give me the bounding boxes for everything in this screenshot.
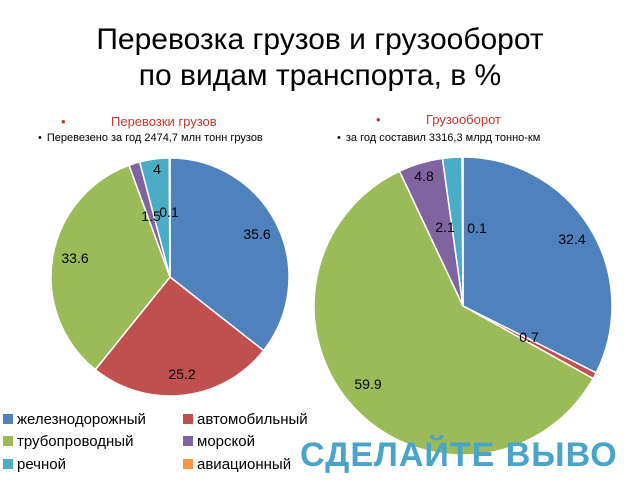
pie0-slice-automobile [94, 275, 265, 397]
pie0-slice-aviation [168, 157, 171, 278]
pie1-label-railway: 32.4 [558, 231, 585, 247]
legend-swatch-railway [3, 414, 13, 424]
legend-swatch-pipeline [3, 436, 13, 446]
pie0-slice-pipeline [50, 164, 171, 371]
legend-swatch-river [3, 459, 13, 469]
title-line-1: Перевозка грузов и грузооборот [96, 23, 544, 56]
legend-item-automobile: автомобильный [183, 411, 308, 429]
pie0-slice-railway [169, 157, 290, 352]
pie-chart-turnover: 32.4 0.7 59.9 4.8 2.1 0.1 [313, 156, 613, 456]
pie0-label-river: 4 [153, 161, 161, 177]
left-chart-subtitle: Перевезено за год 2474,7 млн тонн грузов [46, 132, 263, 144]
pie0-label-railway: 35.6 [243, 226, 270, 242]
bullet-icon: • [376, 112, 381, 127]
pie1-slice-railway [462, 156, 613, 374]
bullet-icon: • [38, 132, 42, 144]
left-chart-subheading: • Перевезено за год 2474,7 млн тонн грузо… [38, 132, 263, 144]
pie1-slice-aviation [461, 156, 464, 307]
title-line-2: по видам транспорта, в % [138, 59, 502, 92]
right-chart-title: Грузооборот [426, 112, 501, 127]
pie1-label-river: 2.1 [435, 219, 455, 235]
legend-label-sea: морской [197, 433, 255, 450]
right-chart-subheading: • за год составил 3316,3 млрд тонно-км [337, 132, 540, 144]
pie0-label-sea: 1.5 [141, 208, 161, 224]
legend-label-river: речной [17, 456, 67, 473]
chart-title: Перевозка грузов и грузооборот по видам … [0, 22, 640, 94]
legend-label-railway: железнодорожный [17, 411, 146, 428]
legend-item-pipeline: трубопроводный [3, 433, 133, 451]
pie-chart-cargo: 35.6 25.2 33.6 1.5 4 0.1 [50, 157, 290, 397]
legend-label-automobile: автомобильный [197, 411, 308, 428]
pie1-label-pipeline: 59.9 [354, 376, 381, 392]
pie0-label-automobile: 25.2 [168, 366, 195, 382]
right-chart-subtitle: за год составил 3316,3 млрд тонно-км [345, 132, 541, 144]
legend-swatch-automobile [183, 414, 193, 424]
bullet-icon: • [61, 114, 66, 129]
left-chart-title: Перевозки грузов [111, 114, 217, 129]
legend-label-pipeline: трубопроводный [17, 433, 134, 450]
bullet-icon: • [337, 132, 341, 144]
pie1-slice-pipeline [313, 170, 595, 456]
legend-item-aviation: авиационный [183, 456, 291, 474]
legend-item-sea: морской [183, 433, 255, 451]
conclusion-prompt: СДЕЛАЙТЕ ВЫВО [300, 436, 618, 474]
pie0-label-aviation: 0.1 [159, 204, 179, 220]
legend-item-river: речной [3, 456, 66, 474]
pie1-label-automobile: 0.7 [519, 329, 539, 345]
pie1-label-aviation: 0.1 [467, 220, 487, 236]
right-chart-heading: • Грузооборот [376, 112, 501, 127]
legend-swatch-sea [183, 436, 193, 446]
legend-item-railway: железнодорожный [3, 411, 146, 429]
legend-swatch-aviation [183, 459, 193, 469]
left-chart-heading: • Перевозки грузов [61, 114, 217, 129]
pie1-label-sea: 4.8 [414, 168, 434, 184]
pie0-label-pipeline: 33.6 [61, 250, 88, 266]
legend-label-aviation: авиационный [197, 456, 292, 473]
